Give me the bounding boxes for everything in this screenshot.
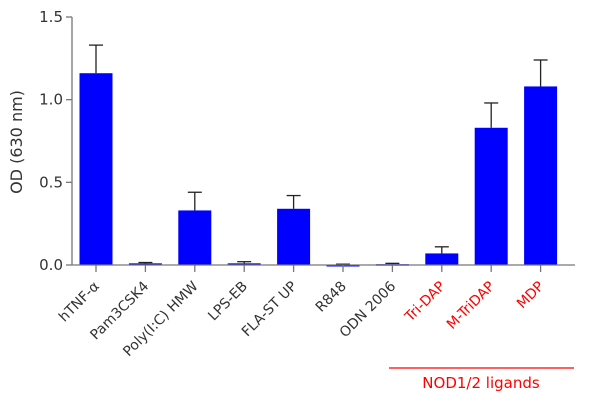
- y-tick-label: 0.5: [39, 173, 63, 191]
- bar: [227, 263, 261, 265]
- y-tick-label: 1.5: [39, 8, 63, 26]
- bar: [277, 208, 311, 265]
- x-category-label: LPS-EB: [205, 279, 251, 325]
- y-tick-label: 0.0: [39, 256, 63, 274]
- x-category-label: MDP: [514, 279, 547, 312]
- bar: [425, 253, 459, 265]
- y-axis: 0.0 0.5 1.0 1.5: [39, 8, 73, 274]
- x-category-label: M-TriDAP: [444, 279, 498, 333]
- y-tick-label: 1.0: [39, 91, 63, 109]
- bar: [474, 127, 508, 265]
- bar: [79, 73, 113, 265]
- x-category-label: R848: [313, 279, 350, 316]
- bar: [524, 86, 558, 265]
- group-annotation: NOD1/2 ligands: [422, 374, 540, 392]
- bar: [128, 263, 162, 265]
- bar: [178, 210, 212, 265]
- y-axis-label: OD (630 nm): [7, 90, 26, 194]
- x-category-label: Tri-DAP: [401, 279, 448, 326]
- x-category-label: hTNF-α: [56, 279, 103, 326]
- bars: [79, 44, 558, 267]
